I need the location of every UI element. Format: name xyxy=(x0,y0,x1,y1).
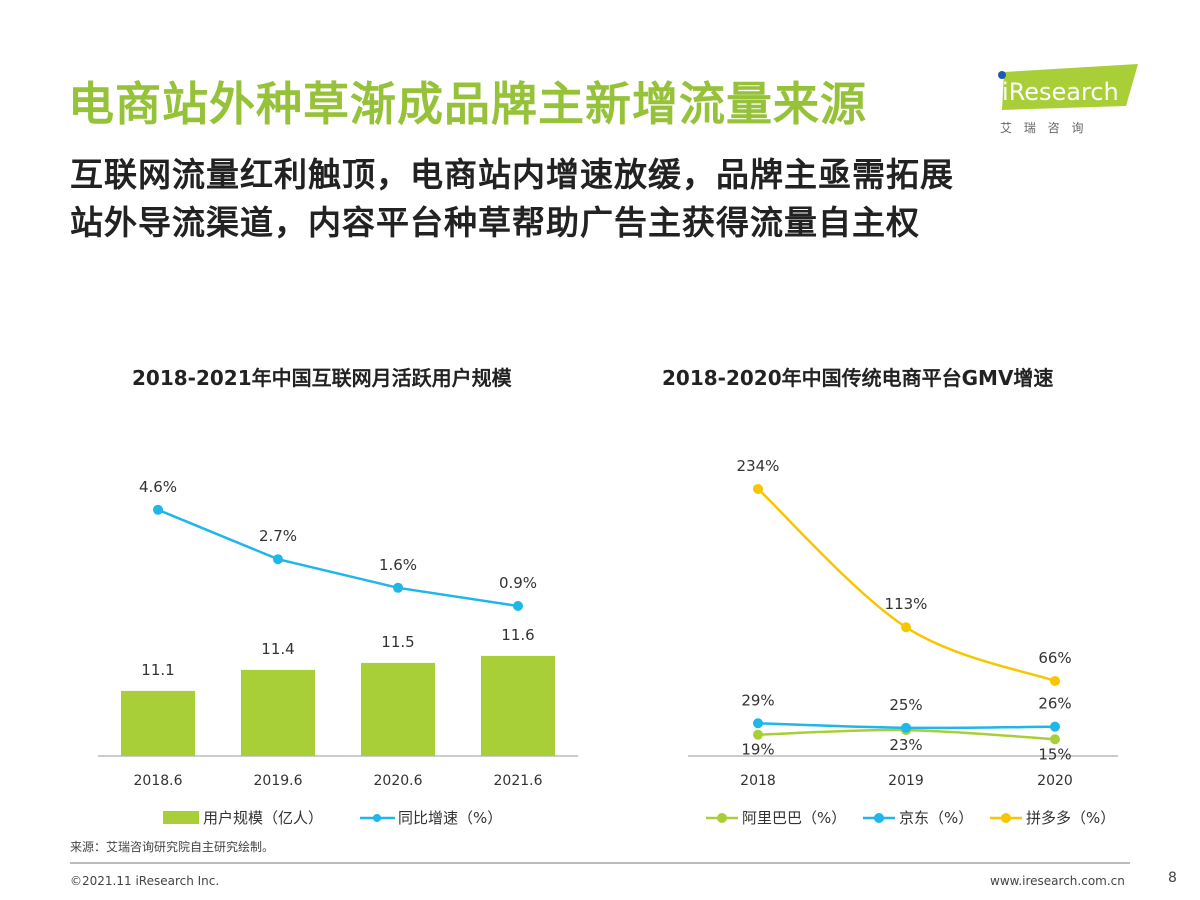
chart2-legend-label: 京东（%） xyxy=(899,809,973,827)
chart2-data-label: 113% xyxy=(885,595,928,613)
chart2-data-label: 29% xyxy=(741,691,774,709)
chart1-bar-label: 11.1 xyxy=(141,661,174,679)
chart2-point xyxy=(753,718,763,729)
legend-line-label: 同比增速（%） xyxy=(398,809,502,827)
chart2-x-tick: 2018 xyxy=(740,773,776,789)
chart2-x-tick: 2019 xyxy=(888,773,924,789)
subtitle-line-1: 互联网流量红利触顶，电商站内增速放缓，品牌主亟需拓展 xyxy=(70,155,954,194)
chart1-growth-point xyxy=(273,554,283,565)
chart2-line-2 xyxy=(757,488,1056,683)
chart1-bar xyxy=(121,690,195,756)
chart1-growth-line xyxy=(157,508,519,608)
page-title: 电商站外种草渐成品牌主新增流量来源 xyxy=(68,77,867,131)
legend-line-marker xyxy=(373,814,381,822)
website-link[interactable]: www.iresearch.com.cn xyxy=(990,874,1125,888)
copyright: ©2021.11 iResearch Inc. xyxy=(70,874,220,888)
chart2-data-label: 26% xyxy=(1038,695,1071,713)
chart2-point xyxy=(1050,721,1060,732)
chart1-x-tick: 2021.6 xyxy=(494,773,543,789)
chart1-x-tick: 2018.6 xyxy=(134,773,183,789)
chart2-data-label: 15% xyxy=(1038,745,1071,763)
subtitle-line-2: 站外导流渠道，内容平台种草帮助广告主获得流量自主权 xyxy=(70,203,920,242)
chart2-x-tick: 2020 xyxy=(1037,773,1073,789)
chart2-data-label: 66% xyxy=(1038,649,1071,667)
chart1-growth-point xyxy=(393,582,403,593)
chart2-point xyxy=(1050,734,1060,745)
chart2-point xyxy=(753,483,763,494)
logo-text: iResearch xyxy=(1002,78,1119,106)
chart2-title: 2018-2020年中国传统电商平台GMV增速 xyxy=(662,366,1054,390)
chart1-bar-label: 11.4 xyxy=(261,640,294,658)
chart2-legend-marker xyxy=(1001,813,1011,823)
chart1-growth-label: 2.7% xyxy=(259,527,297,545)
chart2-point xyxy=(901,722,911,733)
chart2-legend-marker xyxy=(717,813,727,823)
logo-cn: 艾 瑞 咨 询 xyxy=(1000,120,1087,135)
chart2-point xyxy=(753,729,763,740)
chart1-growth-label: 1.6% xyxy=(379,556,417,574)
chart1-title: 2018-2021年中国互联网月活跃用户规模 xyxy=(132,366,512,390)
chart1-x-tick: 2020.6 xyxy=(374,773,423,789)
chart1-growth-label: 4.6% xyxy=(139,478,177,496)
chart1-growth-point xyxy=(153,504,163,515)
chart1-growth-label: 0.9% xyxy=(499,574,537,592)
footer-divider xyxy=(70,862,1130,864)
chart2-data-label: 234% xyxy=(737,457,780,475)
page-number: 8 xyxy=(1168,870,1177,886)
chart1-bar-label: 11.6 xyxy=(501,626,534,644)
chart1-x-tick: 2019.6 xyxy=(254,773,303,789)
chart2-legend-marker xyxy=(874,813,884,823)
source-note: 来源：艾瑞咨询研究院自主研究绘制。 xyxy=(70,840,275,854)
chart1-bar-label: 11.5 xyxy=(381,633,414,651)
chart1-growth-point xyxy=(513,601,523,611)
chart1-bar xyxy=(481,655,555,756)
chart2-data-label: 19% xyxy=(741,741,774,759)
legend-bar-swatch xyxy=(163,811,199,824)
chart1-bar xyxy=(361,662,435,756)
iresearch-logo: iResearch 艾 瑞 咨 询 xyxy=(990,60,1140,140)
chart1-bar xyxy=(241,669,315,756)
chart2-point xyxy=(901,622,911,633)
chart2-data-label: 23% xyxy=(889,736,922,754)
chart2-legend-label: 拼多多（%） xyxy=(1026,809,1115,827)
chart2-point xyxy=(1050,675,1060,686)
chart2-data-label: 25% xyxy=(889,696,922,714)
legend-bar-label: 用户规模（亿人） xyxy=(203,809,323,827)
chart2-legend-label: 阿里巴巴（%） xyxy=(742,809,846,827)
